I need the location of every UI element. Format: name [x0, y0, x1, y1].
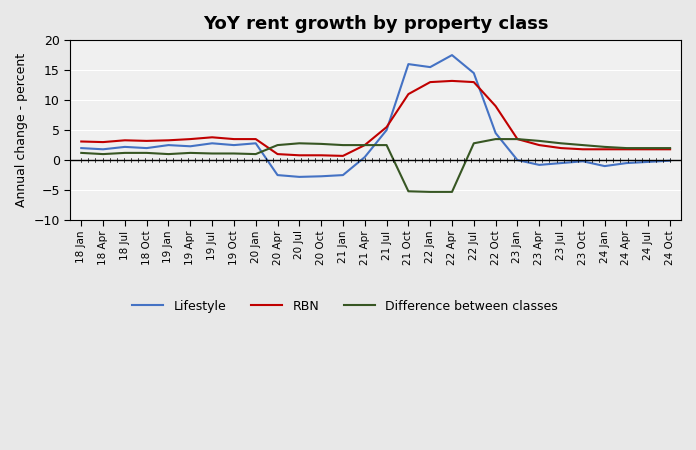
- Line: Lifestyle: Lifestyle: [81, 55, 670, 177]
- RBN: [601, 147, 609, 152]
- Lifestyle: [99, 147, 107, 152]
- Difference between classes: [382, 142, 390, 148]
- Lifestyle: [622, 160, 631, 166]
- Difference between classes: [339, 142, 347, 148]
- Lifestyle: [143, 145, 151, 151]
- Difference between classes: [578, 142, 587, 148]
- Difference between classes: [426, 189, 434, 194]
- Lifestyle: [77, 145, 86, 151]
- RBN: [535, 142, 544, 148]
- Lifestyle: [513, 158, 521, 163]
- RBN: [317, 153, 325, 158]
- RBN: [120, 138, 129, 143]
- Lifestyle: [666, 158, 674, 163]
- Difference between classes: [77, 150, 86, 156]
- RBN: [426, 79, 434, 85]
- RBN: [339, 153, 347, 158]
- RBN: [513, 136, 521, 142]
- RBN: [404, 91, 413, 97]
- Difference between classes: [601, 144, 609, 149]
- Lifestyle: [186, 144, 194, 149]
- Difference between classes: [557, 140, 565, 146]
- RBN: [186, 136, 194, 142]
- Lifestyle: [382, 127, 390, 133]
- Lifestyle: [164, 142, 173, 148]
- RBN: [578, 147, 587, 152]
- RBN: [622, 147, 631, 152]
- Lifestyle: [578, 158, 587, 164]
- Difference between classes: [99, 151, 107, 157]
- Difference between classes: [644, 145, 652, 151]
- RBN: [230, 136, 238, 142]
- Title: YoY rent growth by property class: YoY rent growth by property class: [203, 15, 548, 33]
- Lifestyle: [470, 70, 478, 76]
- Lifestyle: [448, 52, 456, 58]
- Lifestyle: [644, 159, 652, 165]
- Difference between classes: [120, 150, 129, 156]
- Difference between classes: [251, 151, 260, 157]
- RBN: [274, 151, 282, 157]
- Difference between classes: [513, 136, 521, 142]
- Difference between classes: [535, 138, 544, 144]
- RBN: [77, 139, 86, 144]
- Lifestyle: [491, 130, 500, 136]
- Lifestyle: [274, 172, 282, 178]
- Difference between classes: [622, 145, 631, 151]
- Difference between classes: [274, 142, 282, 148]
- Lifestyle: [251, 140, 260, 146]
- Lifestyle: [601, 163, 609, 169]
- RBN: [644, 147, 652, 152]
- Difference between classes: [208, 151, 216, 156]
- RBN: [470, 79, 478, 85]
- Lifestyle: [295, 174, 303, 180]
- Lifestyle: [120, 144, 129, 149]
- Legend: Lifestyle, RBN, Difference between classes: Lifestyle, RBN, Difference between class…: [127, 295, 563, 318]
- Line: Difference between classes: Difference between classes: [81, 139, 670, 192]
- RBN: [448, 78, 456, 84]
- Line: RBN: RBN: [81, 81, 670, 156]
- Lifestyle: [361, 154, 369, 160]
- RBN: [666, 147, 674, 152]
- Difference between classes: [230, 151, 238, 156]
- RBN: [251, 136, 260, 142]
- Lifestyle: [230, 142, 238, 148]
- Y-axis label: Annual change - percent: Annual change - percent: [15, 53, 28, 207]
- RBN: [491, 104, 500, 109]
- Lifestyle: [339, 172, 347, 178]
- RBN: [382, 124, 390, 130]
- Difference between classes: [666, 145, 674, 151]
- Lifestyle: [426, 64, 434, 70]
- RBN: [557, 145, 565, 151]
- RBN: [361, 142, 369, 148]
- Lifestyle: [317, 174, 325, 179]
- RBN: [164, 138, 173, 143]
- Difference between classes: [164, 151, 173, 157]
- Lifestyle: [535, 162, 544, 167]
- Difference between classes: [317, 141, 325, 147]
- Difference between classes: [448, 189, 456, 194]
- Difference between classes: [143, 150, 151, 156]
- RBN: [295, 153, 303, 158]
- RBN: [99, 140, 107, 145]
- Lifestyle: [208, 140, 216, 146]
- Difference between classes: [491, 136, 500, 142]
- Lifestyle: [404, 61, 413, 67]
- Difference between classes: [361, 142, 369, 148]
- Difference between classes: [470, 140, 478, 146]
- Lifestyle: [557, 160, 565, 166]
- RBN: [208, 135, 216, 140]
- RBN: [143, 138, 151, 144]
- Difference between classes: [404, 189, 413, 194]
- Difference between classes: [295, 140, 303, 146]
- Difference between classes: [186, 150, 194, 156]
